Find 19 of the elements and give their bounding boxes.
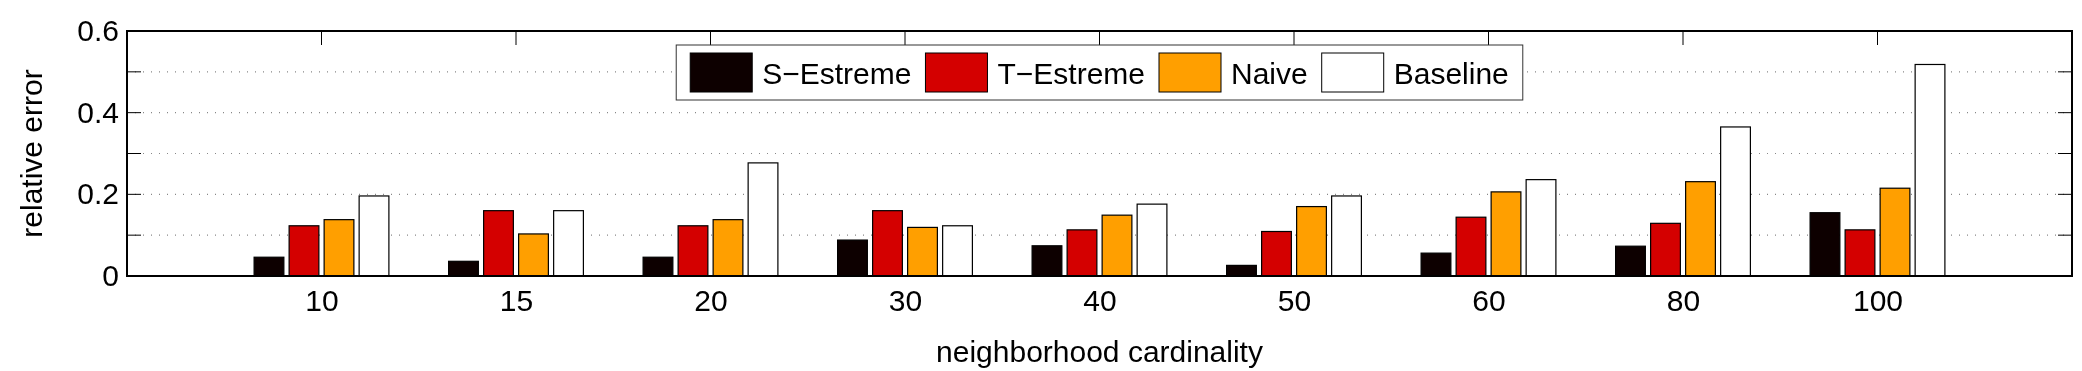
x-tick-label: 50 bbox=[1277, 284, 1312, 318]
y-tick-label: 0.4 bbox=[77, 95, 119, 129]
legend-label: T−Estreme bbox=[997, 57, 1145, 90]
x-tick-label: 60 bbox=[1472, 284, 1506, 318]
y-tick-label: 0 bbox=[102, 259, 119, 293]
legend-label: S−Estreme bbox=[762, 57, 912, 90]
x-tick-label: 40 bbox=[1083, 284, 1117, 318]
x-tick-label: 30 bbox=[888, 284, 923, 318]
x-tick-label: 100 bbox=[1852, 284, 1904, 318]
x-axis-title: neighborhood cardinality bbox=[936, 335, 1263, 368]
x-tick-label: 80 bbox=[1666, 284, 1701, 318]
x-tick-label: 10 bbox=[305, 284, 339, 318]
y-tick-label: 0.2 bbox=[77, 177, 119, 211]
x-tick-label: 20 bbox=[694, 284, 728, 318]
x-tick-label: 15 bbox=[499, 284, 534, 318]
y-axis-title: relative error bbox=[15, 69, 48, 238]
legend-label: Baseline bbox=[1393, 57, 1509, 90]
y-tick-label: 0.6 bbox=[77, 14, 119, 48]
legend-label: Naive bbox=[1231, 57, 1308, 90]
